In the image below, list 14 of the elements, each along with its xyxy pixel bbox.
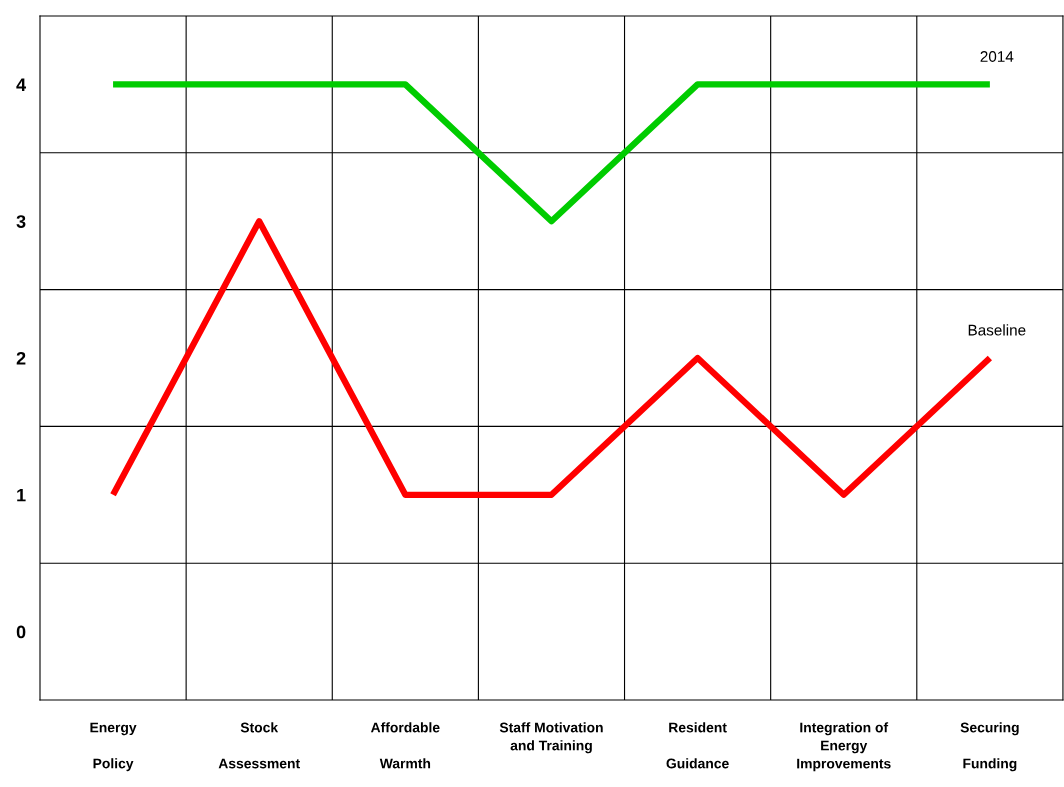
y-tick-label: 1	[17, 488, 26, 502]
y-tick-label: 3	[16, 215, 26, 228]
category-label: Securing Funding	[960, 722, 1019, 772]
category-label: Affordable Warmth	[370, 722, 440, 769]
y-tick-label: 0	[16, 625, 26, 639]
y-tick-label: 2	[16, 351, 26, 365]
category-label: Resident Guidance	[666, 722, 729, 769]
category-label: Stock Assessment	[218, 722, 300, 769]
x-tick-label: Integration of Energy Improvements	[797, 722, 891, 772]
series-label: 2014	[980, 51, 1014, 62]
x-tick-label: Staff Motivation and Training	[499, 722, 603, 754]
category-label: Energy Policy	[90, 722, 137, 772]
series-label: Baseline	[968, 324, 1026, 336]
y-tick-label: 4	[16, 78, 27, 91]
